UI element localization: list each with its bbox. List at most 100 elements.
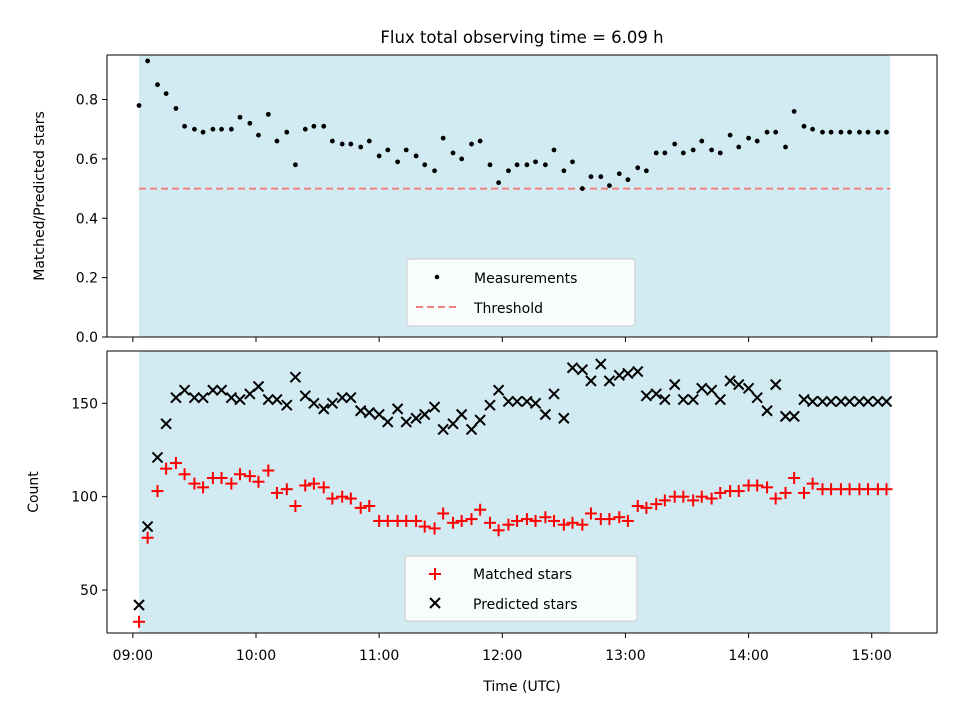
bottom-x-ticks: 09:00 10:00 11:00 12:00 13:00 14:00 15:00 (113, 633, 892, 664)
matched-star-point (880, 483, 893, 496)
measurement-point (219, 126, 224, 132)
measurement-point (506, 168, 511, 174)
measurement-point (764, 129, 770, 135)
matched-star-point (687, 494, 700, 507)
measurement-point (579, 186, 585, 191)
measurement-point (690, 147, 696, 153)
measurement-point (588, 174, 594, 180)
measurement-point (754, 138, 760, 144)
legend-predicted-label: Predicted stars (473, 597, 578, 613)
measurement-point (801, 123, 807, 129)
chart-title: Flux total observing time = 6.09 h (380, 28, 663, 47)
measurement-point (643, 168, 649, 174)
matched-star-point (418, 520, 431, 533)
measurement-point (820, 129, 825, 135)
predicted-star-point (733, 378, 745, 391)
predicted-star-point (835, 395, 847, 408)
predicted-star-point (521, 395, 533, 408)
top-y-tick-label: 0.4 (76, 211, 98, 227)
matched-star-point (243, 470, 256, 483)
matched-star-point (788, 471, 801, 484)
matched-star-point (447, 516, 460, 529)
predicted-star-point (271, 393, 283, 406)
predicted-star-point (308, 397, 320, 409)
measurement-point (736, 144, 742, 150)
top-y-ticks: 0.0 0.2 0.4 0.6 0.8 (76, 93, 107, 346)
matched-stars-points (133, 457, 893, 628)
legend-measurements-label: Measurements (474, 271, 577, 287)
top-x-ticks (132, 337, 873, 342)
top-y-tick-label: 0.8 (76, 93, 98, 109)
matched-star-point (133, 615, 146, 628)
measurement-point (163, 91, 169, 96)
measurement-point (182, 123, 187, 129)
predicted-star-point (345, 391, 357, 404)
measurement-point (210, 126, 216, 132)
matched-star-point (363, 500, 376, 513)
bottom-y-tick-label: 150 (71, 396, 98, 412)
measurement-point (875, 129, 881, 135)
predicted-star-point (151, 451, 164, 464)
matched-star-point (151, 485, 164, 498)
measurement-point (293, 162, 298, 168)
matched-star-point (336, 490, 349, 503)
measurement-point (395, 159, 401, 165)
measurement-point (662, 150, 668, 156)
measurement-point (717, 150, 723, 156)
bottom-y-tick-label: 100 (71, 490, 98, 506)
predicted-star-point (585, 375, 597, 387)
predicted-star-point (862, 395, 874, 408)
predicted-star-point (281, 399, 293, 411)
matched-star-point (492, 524, 505, 537)
bottom-y-ticks: 50 100 150 (71, 396, 107, 599)
predicted-star-point (880, 395, 893, 408)
measurement-point (265, 111, 271, 117)
predicted-star-point (566, 362, 579, 374)
matched-star-point (779, 486, 792, 499)
measurement-point (699, 138, 705, 144)
measurement-point (514, 162, 520, 168)
matched-star-point (141, 531, 154, 544)
predicted-star-point (474, 414, 486, 426)
predicted-star-point (853, 395, 866, 408)
matched-star-point (252, 475, 265, 488)
predicted-star-point (215, 384, 228, 396)
predicted-star-point (178, 384, 191, 396)
measurement-point (783, 144, 788, 150)
matched-star-point (658, 494, 671, 507)
measurement-point (477, 138, 483, 144)
predicted-star-point (437, 423, 449, 436)
measurement-point (385, 147, 391, 153)
predicted-star-point (326, 397, 339, 409)
predicted-star-point (595, 358, 607, 370)
measurement-point (524, 162, 530, 168)
predicted-star-point (677, 393, 690, 406)
predicted-star-point (558, 412, 570, 424)
predicted-star-point (363, 406, 376, 419)
matched-star-point (299, 479, 312, 492)
predicted-star-point (410, 412, 422, 424)
matched-star-point (732, 485, 745, 498)
legend-threshold-label: Threshold (473, 301, 543, 317)
matched-star-point (511, 514, 524, 527)
measurement-point (533, 159, 538, 165)
bottom-legend-box (404, 555, 638, 622)
predicted-star-point (419, 408, 431, 421)
matched-star-point (584, 507, 597, 520)
predicted-star-point (465, 423, 478, 436)
measurement-point (616, 171, 622, 177)
measurement-point (256, 132, 261, 138)
top-legend-box (406, 258, 636, 327)
predicted-star-point (391, 403, 404, 415)
measurement-point (450, 150, 456, 156)
top-panel-frame (106, 54, 938, 338)
predicted-star-point (400, 416, 412, 428)
predicted-star-point (188, 391, 201, 404)
measurement-point (329, 138, 335, 144)
matched-star-point (576, 518, 589, 531)
matched-star-point (465, 513, 478, 526)
predicted-star-point (603, 375, 616, 387)
predicted-star-point (252, 380, 265, 393)
measurement-point (311, 123, 317, 129)
measurement-point (302, 126, 308, 132)
